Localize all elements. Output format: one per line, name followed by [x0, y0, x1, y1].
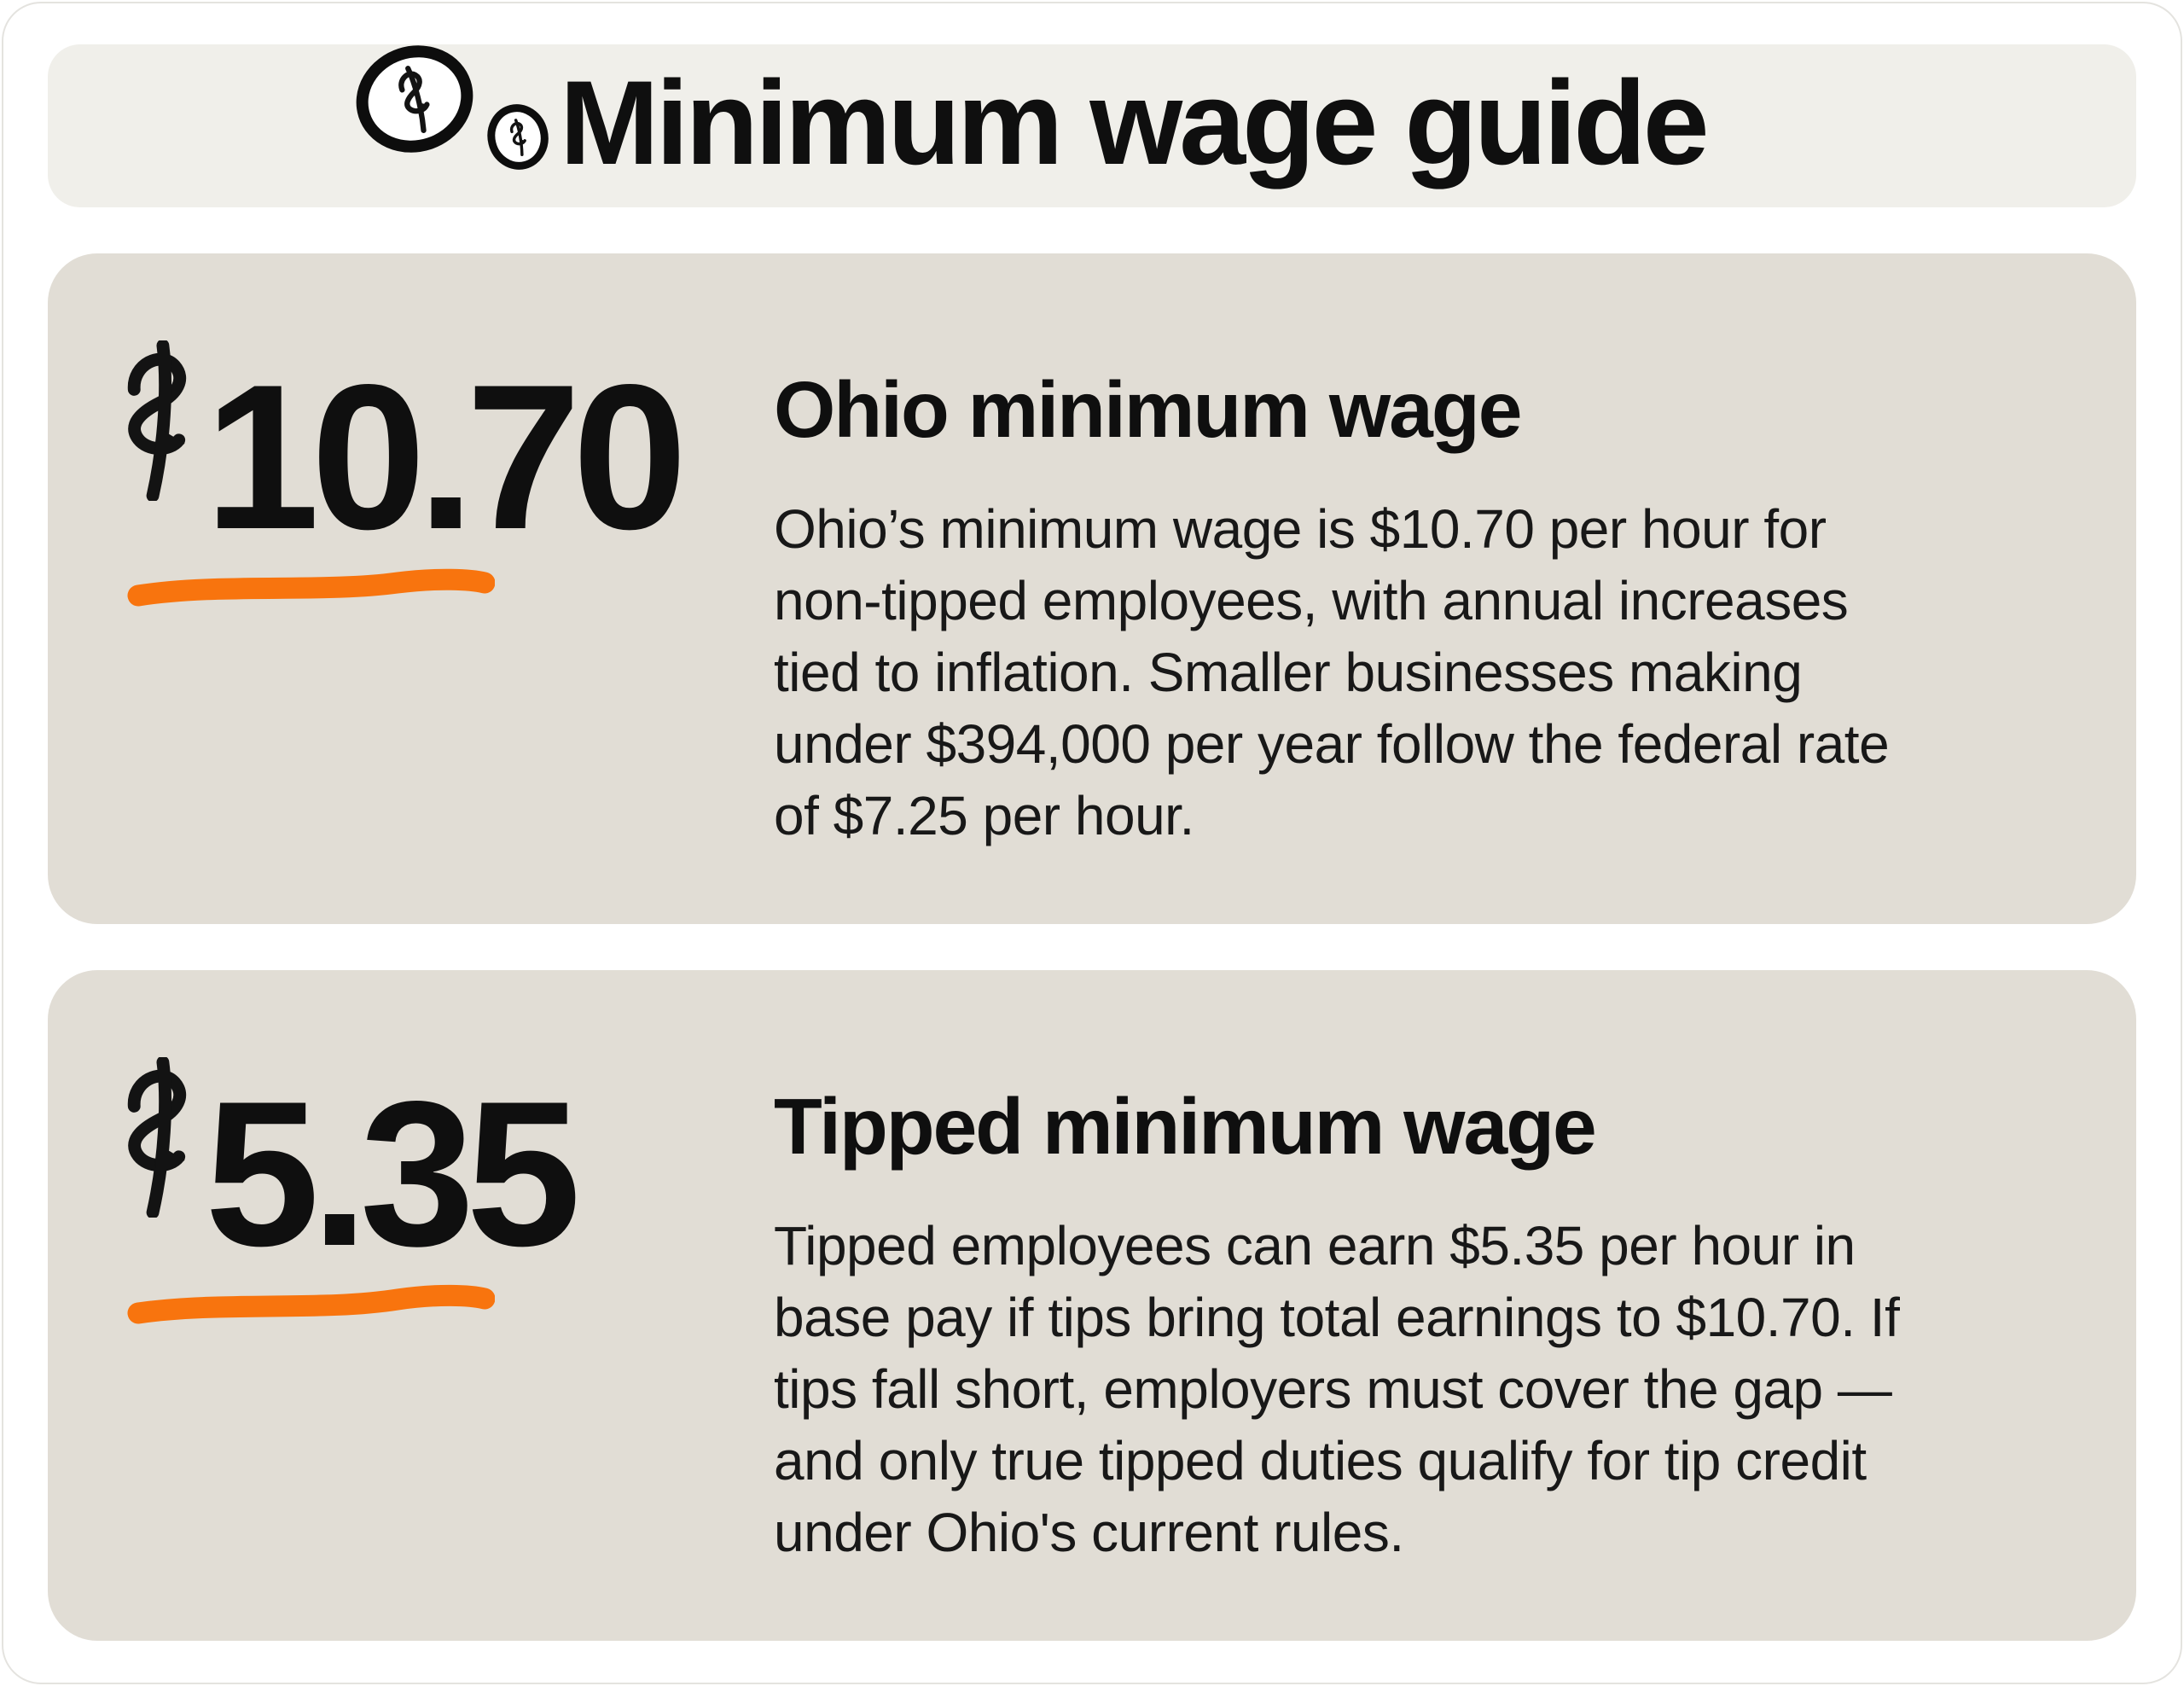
- wage-card-ohio-minimum: 10.70 Ohio minimum wage Ohio’s minimum w…: [48, 253, 2136, 924]
- orange-underline: [127, 568, 495, 607]
- amount-block: 5.35: [116, 1055, 581, 1325]
- dollar-sign-icon: [116, 1057, 195, 1218]
- card-text-block: Ohio minimum wage Ohio’s minimum wage is…: [774, 364, 2122, 852]
- amount-block: 10.70: [116, 339, 688, 608]
- page-title: Minimum wage guide: [560, 55, 1710, 189]
- wage-card-tipped-minimum: 5.35 Tipped minimum wage Tipped employee…: [48, 970, 2136, 1641]
- amount-value: 10.70: [205, 342, 688, 573]
- card-body: Ohio’s minimum wage is $10.70 per hour f…: [774, 497, 1890, 846]
- orange-underline: [127, 1284, 495, 1324]
- card-heading: Ohio minimum wage: [774, 365, 1522, 454]
- card-body: Tipped employees can earn $5.35 per hour…: [774, 1214, 1900, 1563]
- card-text-block: Tipped minimum wage Tipped employees can…: [774, 1081, 2122, 1568]
- dollar-sign-icon: [116, 340, 195, 501]
- card-heading: Tipped minimum wage: [774, 1082, 1597, 1171]
- dollar-coins-icon: [356, 45, 549, 170]
- amount-value: 5.35: [205, 1059, 581, 1289]
- header-bar: Minimum wage guide: [48, 44, 2136, 207]
